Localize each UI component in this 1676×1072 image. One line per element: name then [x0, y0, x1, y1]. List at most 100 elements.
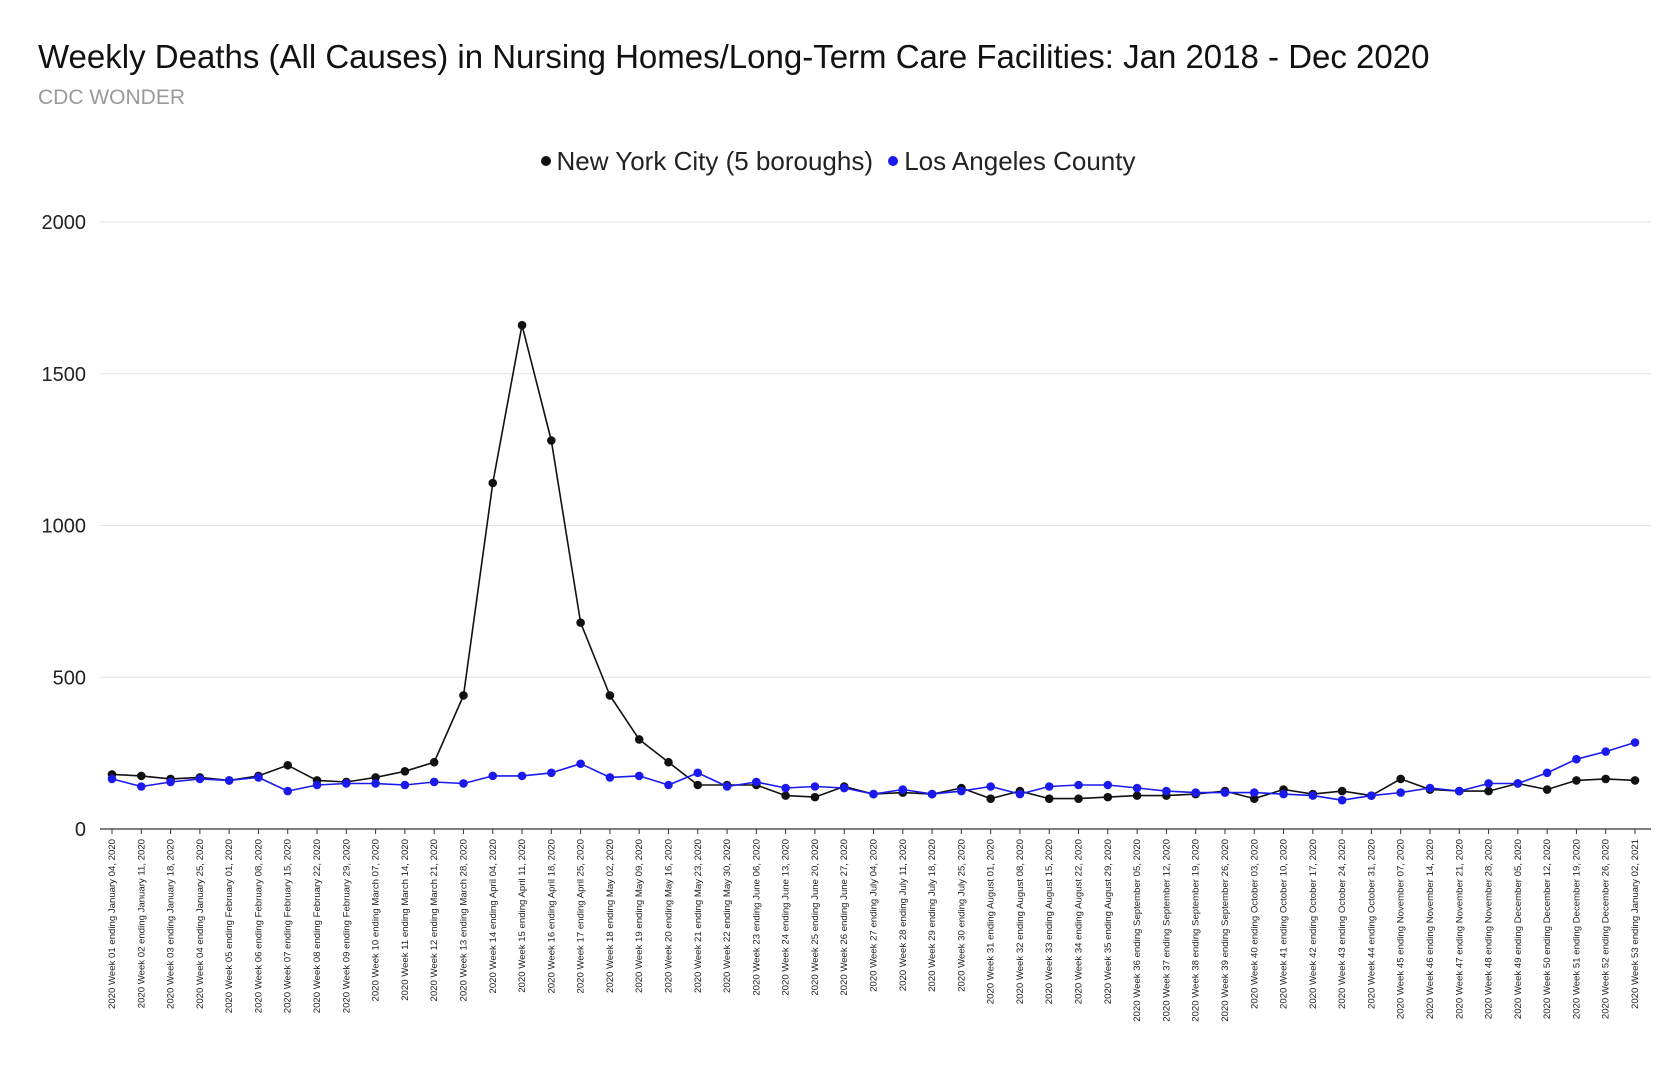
- x-tick-label-46: 2020 Week 46 ending November 14, 2020: [1425, 839, 1436, 1019]
- series-2-point-6: [254, 773, 263, 782]
- x-tick-label-1: 2020 Week 01 ending January 04, 2020: [107, 839, 118, 1009]
- series-2-point-45: [1396, 788, 1405, 797]
- series-2-point-48: [1484, 779, 1493, 788]
- x-tick-label-24: 2020 Week 24 ending June 13, 2020: [781, 839, 792, 996]
- series-2-point-39: [1220, 788, 1230, 797]
- series-line-1: [111, 324, 1636, 800]
- series-2-point-34: [1074, 780, 1083, 790]
- x-tick-label-23: 2020 Week 23 ending June 06, 2020: [751, 839, 762, 996]
- series-2-point-12: [429, 777, 439, 787]
- series-1-point-16: [547, 436, 556, 445]
- x-tick-label-25: 2020 Week 25 ending June 20, 2020: [810, 839, 821, 996]
- series-2-point-8: [312, 780, 322, 790]
- x-tick-label-26: 2020 Week 26 ending June 27, 2020: [839, 839, 850, 996]
- legend-marker-la: [888, 156, 899, 167]
- series-1-point-15: [517, 320, 527, 330]
- x-tick-label-33: 2020 Week 33 ending August 15, 2020: [1044, 839, 1055, 1004]
- x-tick-label-22: 2020 Week 22 ending May 30, 2020: [722, 839, 733, 993]
- series-2-point-13: [459, 779, 468, 788]
- series-2-point-29: [927, 789, 937, 799]
- chart-subtitle: CDC WONDER: [38, 86, 185, 109]
- x-tick-label-10: 2020 Week 10 ending March 07, 2020: [371, 839, 382, 1002]
- x-tick-label-41: 2020 Week 41 ending October 10, 2020: [1279, 839, 1290, 1009]
- x-tick-label-5: 2020 Week 05 ending February 01, 2020: [224, 839, 235, 1013]
- series-2-point-27: [869, 789, 878, 799]
- series-2-point-20: [664, 780, 673, 790]
- x-tick-label-11: 2020 Week 11 ending March 14, 2020: [400, 839, 411, 1001]
- series-2-point-11: [400, 780, 410, 790]
- series-1-point-31: [986, 794, 995, 803]
- series-1-point-51: [1572, 776, 1581, 785]
- x-tick-label-20: 2020 Week 20 ending May 16, 2020: [663, 839, 674, 993]
- x-tick-label-45: 2020 Week 45 ending November 07, 2020: [1396, 839, 1407, 1019]
- series-2-point-43: [1337, 795, 1347, 805]
- series-2-point-44: [1367, 791, 1376, 800]
- x-tick-label-2: 2020 Week 02 ending January 11, 2020: [136, 839, 147, 1008]
- x-tick-label-14: 2020 Week 14 ending April 04, 2020: [488, 839, 499, 994]
- series-1-point-53: [1630, 776, 1640, 785]
- series-1-point-45: [1396, 774, 1405, 784]
- legend-label-la: Los Angeles County: [904, 146, 1136, 176]
- x-tick-label-28: 2020 Week 28 ending July 11, 2020: [898, 839, 909, 991]
- series-1-point-33: [1044, 794, 1054, 803]
- series-1-point-7: [283, 760, 293, 770]
- series-2-point-28: [898, 785, 908, 794]
- y-tick-label-1000: 1000: [42, 516, 87, 538]
- series-1-point-24: [781, 791, 790, 800]
- x-tick-label-38: 2020 Week 38 ending September 19, 2020: [1191, 839, 1202, 1022]
- series-2-point-47: [1454, 786, 1464, 796]
- x-tick-label-32: 2020 Week 32 ending August 08, 2020: [1015, 839, 1026, 1004]
- legend: New York City (5 boroughs) Los Angeles C…: [0, 146, 1676, 177]
- series-1-point-35: [1103, 792, 1113, 802]
- x-tick-label-35: 2020 Week 35 ending August 29, 2020: [1103, 839, 1114, 1004]
- series-1-point-50: [1542, 785, 1552, 794]
- x-tick-label-47: 2020 Week 47 ending November 21, 2020: [1454, 839, 1465, 1019]
- series-2-point-52: [1601, 747, 1611, 756]
- series-2-point-33: [1044, 782, 1054, 791]
- x-tick-label-44: 2020 Week 44 ending October 31, 2020: [1366, 839, 1377, 1009]
- y-tick-label-1500: 1500: [42, 364, 87, 386]
- series-1-point-2: [136, 771, 146, 781]
- series-2-point-7: [283, 786, 293, 796]
- x-tick-label-34: 2020 Week 34 ending August 22, 2020: [1074, 839, 1085, 1004]
- series-2-point-42: [1308, 791, 1318, 800]
- series-1-point-25: [810, 792, 820, 802]
- series-2-point-3: [166, 777, 175, 787]
- series-1-point-40: [1249, 794, 1259, 803]
- series-1-point-11: [400, 767, 410, 776]
- series-2-point-26: [839, 783, 849, 793]
- x-tick-label-12: 2020 Week 12 ending March 21, 2020: [429, 839, 440, 1002]
- series-1-point-20: [664, 757, 673, 767]
- legend-marker-nyc: [540, 156, 551, 167]
- x-tick-label-8: 2020 Week 08 ending February 22, 2020: [312, 839, 323, 1013]
- legend-item-nyc[interactable]: New York City (5 boroughs): [540, 146, 873, 177]
- x-tick-label-51: 2020 Week 51 ending December 19, 2020: [1571, 839, 1582, 1019]
- series-2-point-24: [781, 783, 790, 793]
- x-tick-label-53: 2020 Week 53 ending January 02, 2021: [1630, 839, 1641, 1009]
- series-2-point-32: [1015, 789, 1025, 799]
- series-1-point-43: [1337, 786, 1347, 796]
- x-tick-label-4: 2020 Week 04 ending January 25, 2020: [195, 839, 206, 1009]
- series-2-point-17: [576, 759, 585, 769]
- x-tick-label-3: 2020 Week 03 ending January 18, 2020: [166, 839, 177, 1009]
- x-tick-label-18: 2020 Week 18 ending May 02, 2020: [605, 839, 616, 993]
- series-1-point-36: [1132, 791, 1142, 800]
- series-2-point-36: [1132, 783, 1142, 793]
- series-2-point-5: [224, 776, 234, 785]
- x-tick-label-40: 2020 Week 40 ending October 03, 2020: [1249, 839, 1260, 1009]
- series-2-point-18: [605, 773, 615, 782]
- series-1-point-19: [634, 735, 644, 744]
- x-tick-label-29: 2020 Week 29 ending July 18, 2020: [927, 839, 938, 992]
- x-tick-label-31: 2020 Week 31 ending August 01, 2020: [986, 839, 997, 1004]
- x-tick-label-52: 2020 Week 52 ending December 26, 2020: [1601, 839, 1612, 1019]
- x-tick-label-49: 2020 Week 49 ending December 05, 2020: [1513, 839, 1524, 1019]
- y-tick-label-0: 0: [75, 819, 86, 841]
- series-2-point-4: [195, 774, 205, 784]
- x-tick-label-48: 2020 Week 48 ending November 28, 2020: [1484, 839, 1495, 1019]
- series-2-point-50: [1542, 768, 1552, 778]
- series-1-point-48: [1484, 786, 1493, 796]
- x-tick-label-39: 2020 Week 39 ending September 26, 2020: [1220, 839, 1231, 1022]
- series-2-point-21: [693, 768, 703, 778]
- legend-item-la[interactable]: Los Angeles County: [888, 146, 1136, 177]
